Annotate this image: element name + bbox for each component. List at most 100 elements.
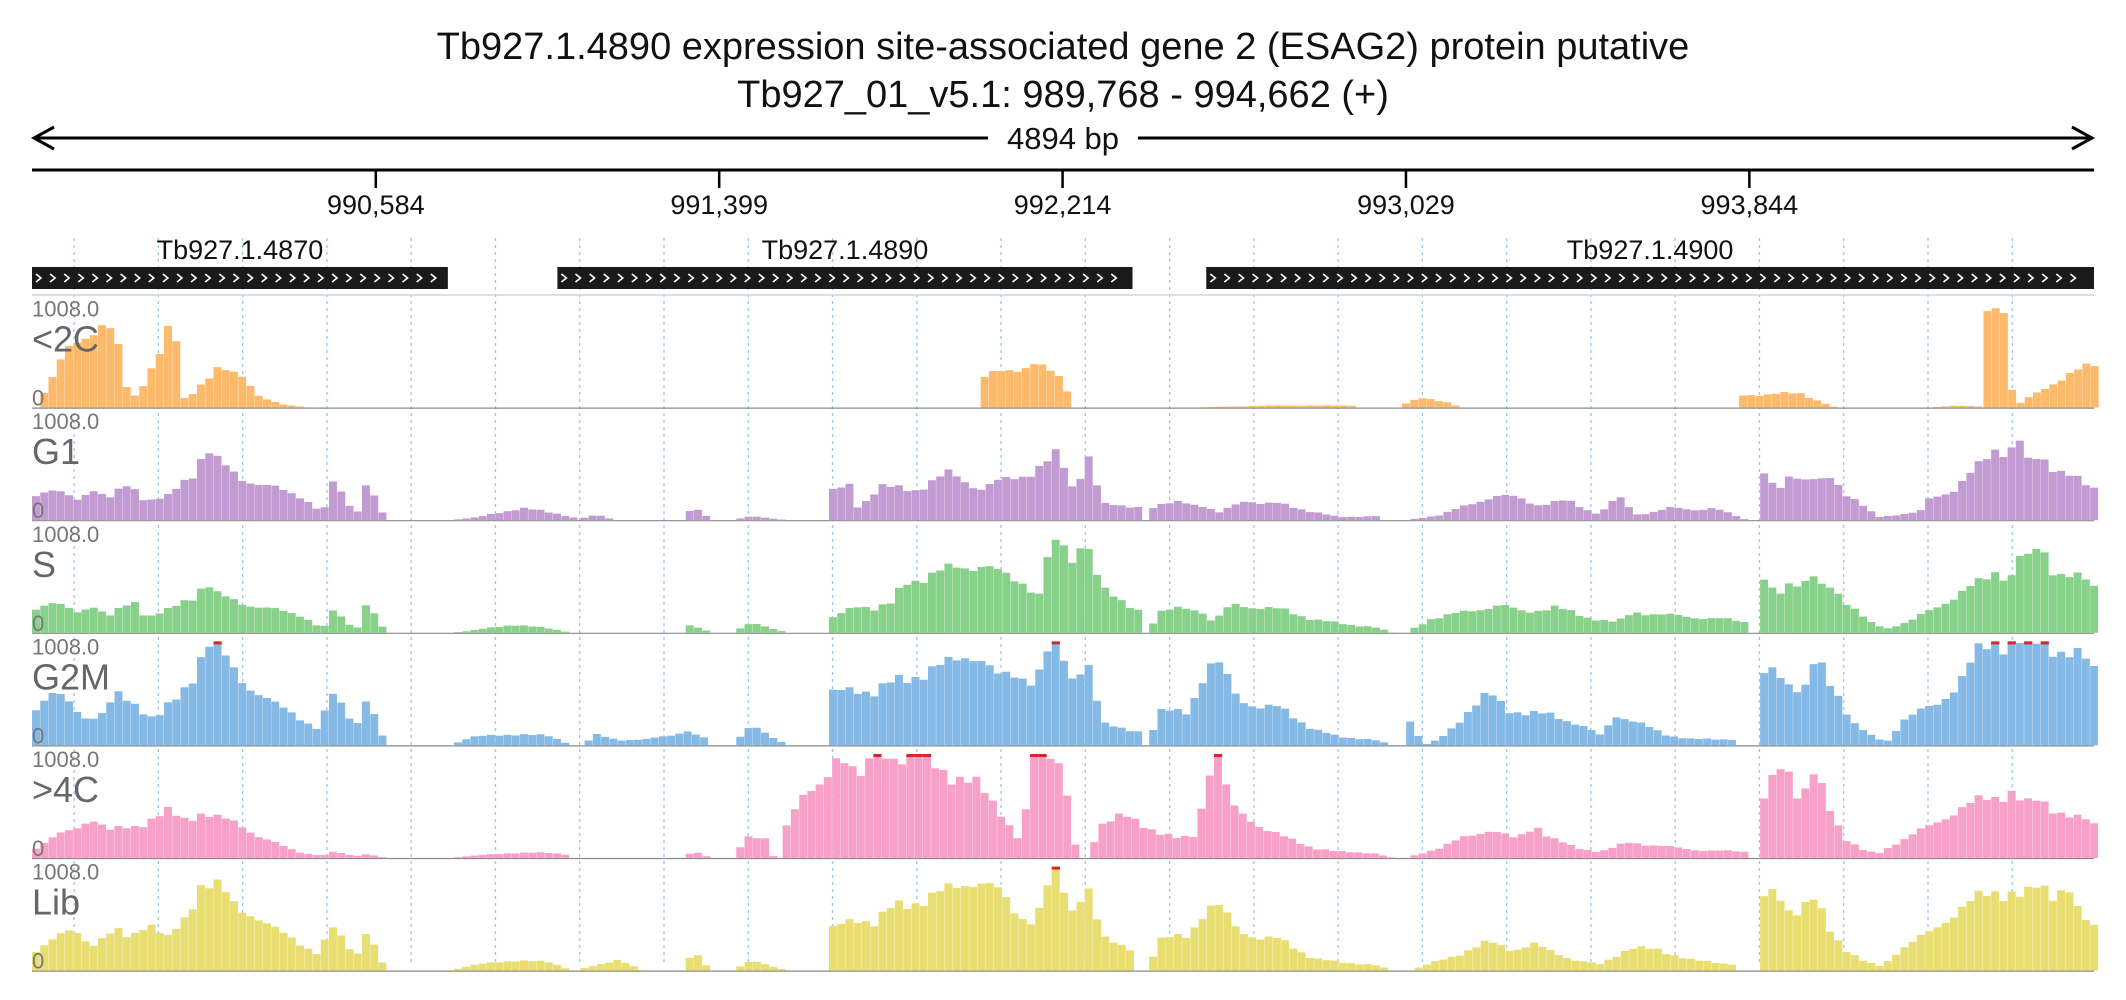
- coverage-bar: [378, 857, 387, 858]
- coverage-bar: [304, 723, 313, 746]
- coverage-bar: [329, 610, 337, 633]
- coverage-bar: [1010, 677, 1019, 746]
- coverage-bar: [1101, 722, 1110, 746]
- coverage-bar: [1740, 519, 1749, 521]
- coverage-bar: [2032, 800, 2041, 858]
- coverage-bar: [605, 518, 614, 521]
- coverage-bar: [98, 824, 106, 858]
- coverage-bar: [279, 707, 288, 746]
- coverage-bar: [752, 838, 761, 858]
- coverage-bar: [1289, 948, 1298, 971]
- coverage-bar: [1443, 843, 1452, 858]
- coverage-bar: [519, 625, 528, 633]
- coverage-bar: [752, 516, 761, 521]
- coverage-bar: [886, 682, 895, 746]
- coverage-bar: [1172, 838, 1181, 858]
- coverage-bar: [2090, 366, 2099, 408]
- coverage-bar: [1776, 769, 1785, 858]
- coverage-bar: [1239, 501, 1248, 521]
- coverage-bar: [1958, 590, 1967, 633]
- coverage-bar: [1579, 725, 1588, 746]
- coverage-bar: [1272, 502, 1281, 521]
- coverage-bar: [1583, 510, 1592, 521]
- coverage-bar: [1355, 964, 1364, 971]
- coverage-bar: [230, 667, 238, 746]
- coverage-bar: [1715, 509, 1724, 521]
- coverage-bar: [1464, 950, 1473, 971]
- coverage-bar: [1925, 931, 1934, 971]
- coverage-bar: [1063, 795, 1072, 858]
- coverage-bar: [81, 941, 90, 971]
- coverage-bar: [2057, 890, 2066, 971]
- coverage-bar: [977, 566, 986, 633]
- coverage-bar: [1231, 693, 1240, 746]
- coverage-track: [32, 641, 2099, 747]
- coverage-bar: [1005, 370, 1014, 408]
- coverage-bar: [1043, 885, 1052, 971]
- coverage-bar: [1690, 850, 1699, 858]
- coverage-bar: [1298, 405, 1307, 408]
- coverage-bar: [1447, 956, 1456, 971]
- coverage-bar: [246, 385, 255, 408]
- coverage-bar: [960, 568, 969, 633]
- coverage-bar: [691, 734, 700, 746]
- coverage-bar: [353, 855, 362, 858]
- coverage-bar: [1125, 507, 1134, 521]
- coverage-bar: [271, 701, 280, 746]
- coverage-bar: [1925, 610, 1934, 633]
- coverage-bar: [894, 674, 903, 746]
- coverage-bar: [993, 569, 1002, 633]
- coverage-bar: [1248, 502, 1257, 521]
- coverage-bar: [2016, 402, 2025, 408]
- coverage-bar: [2065, 373, 2074, 408]
- coverage-bar: [1740, 851, 1749, 858]
- coverage-bar: [1587, 730, 1596, 746]
- coverage-bar: [1776, 678, 1785, 746]
- coverage-bar: [495, 626, 504, 633]
- coverage-bar: [1106, 821, 1115, 858]
- coverage-bar: [837, 487, 846, 521]
- coverage-bar: [329, 693, 337, 746]
- coverage-bar: [1434, 401, 1443, 408]
- coverage-bar: [1240, 406, 1249, 408]
- coverage-bar: [73, 499, 82, 521]
- coverage-bar: [2024, 641, 2033, 746]
- coverage-bar: [378, 735, 387, 746]
- coverage-bar: [1558, 609, 1567, 633]
- coverage-bar: [81, 823, 90, 858]
- coverage-bar: [1455, 955, 1464, 971]
- coverage-bar: [1406, 721, 1415, 746]
- coverage-bar: [1784, 771, 1793, 858]
- coverage-bar: [1455, 722, 1464, 746]
- coverage-bar: [1674, 507, 1683, 521]
- coverage-bar: [519, 507, 528, 521]
- coverage-bar: [1231, 504, 1240, 521]
- coverage-bar: [1076, 674, 1085, 746]
- coverage-bar: [1892, 731, 1901, 746]
- coverage-bar: [1974, 890, 1983, 971]
- coverage-bar: [1649, 511, 1658, 521]
- coverage-bar: [1182, 503, 1191, 521]
- coverage-bar: [1248, 937, 1257, 971]
- coverage-bar: [1682, 509, 1691, 521]
- coverage-bar: [1821, 403, 1830, 408]
- coverage-bar: [1147, 829, 1156, 858]
- coverage-bar: [470, 517, 479, 521]
- coverage-bar: [1035, 465, 1044, 521]
- coverage-bar: [702, 856, 711, 858]
- coverage-bar: [337, 616, 346, 633]
- coverage-bar: [1941, 406, 1950, 408]
- coverage-bar: [1784, 684, 1793, 746]
- coverage-bar: [1182, 714, 1191, 746]
- coverage-bar: [1496, 700, 1505, 746]
- coverage-bar: [1542, 610, 1551, 633]
- coverage-bar: [188, 683, 197, 746]
- coverage-bar: [1297, 952, 1306, 971]
- coverage-bar: [122, 486, 131, 521]
- coverage-bar: [1974, 461, 1983, 521]
- coverage-bar: [2015, 800, 2024, 858]
- coverage-bar: [1068, 910, 1077, 971]
- coverage-bar: [1682, 616, 1691, 633]
- coverage-bar: [736, 628, 745, 633]
- coverage-bar: [1207, 406, 1216, 408]
